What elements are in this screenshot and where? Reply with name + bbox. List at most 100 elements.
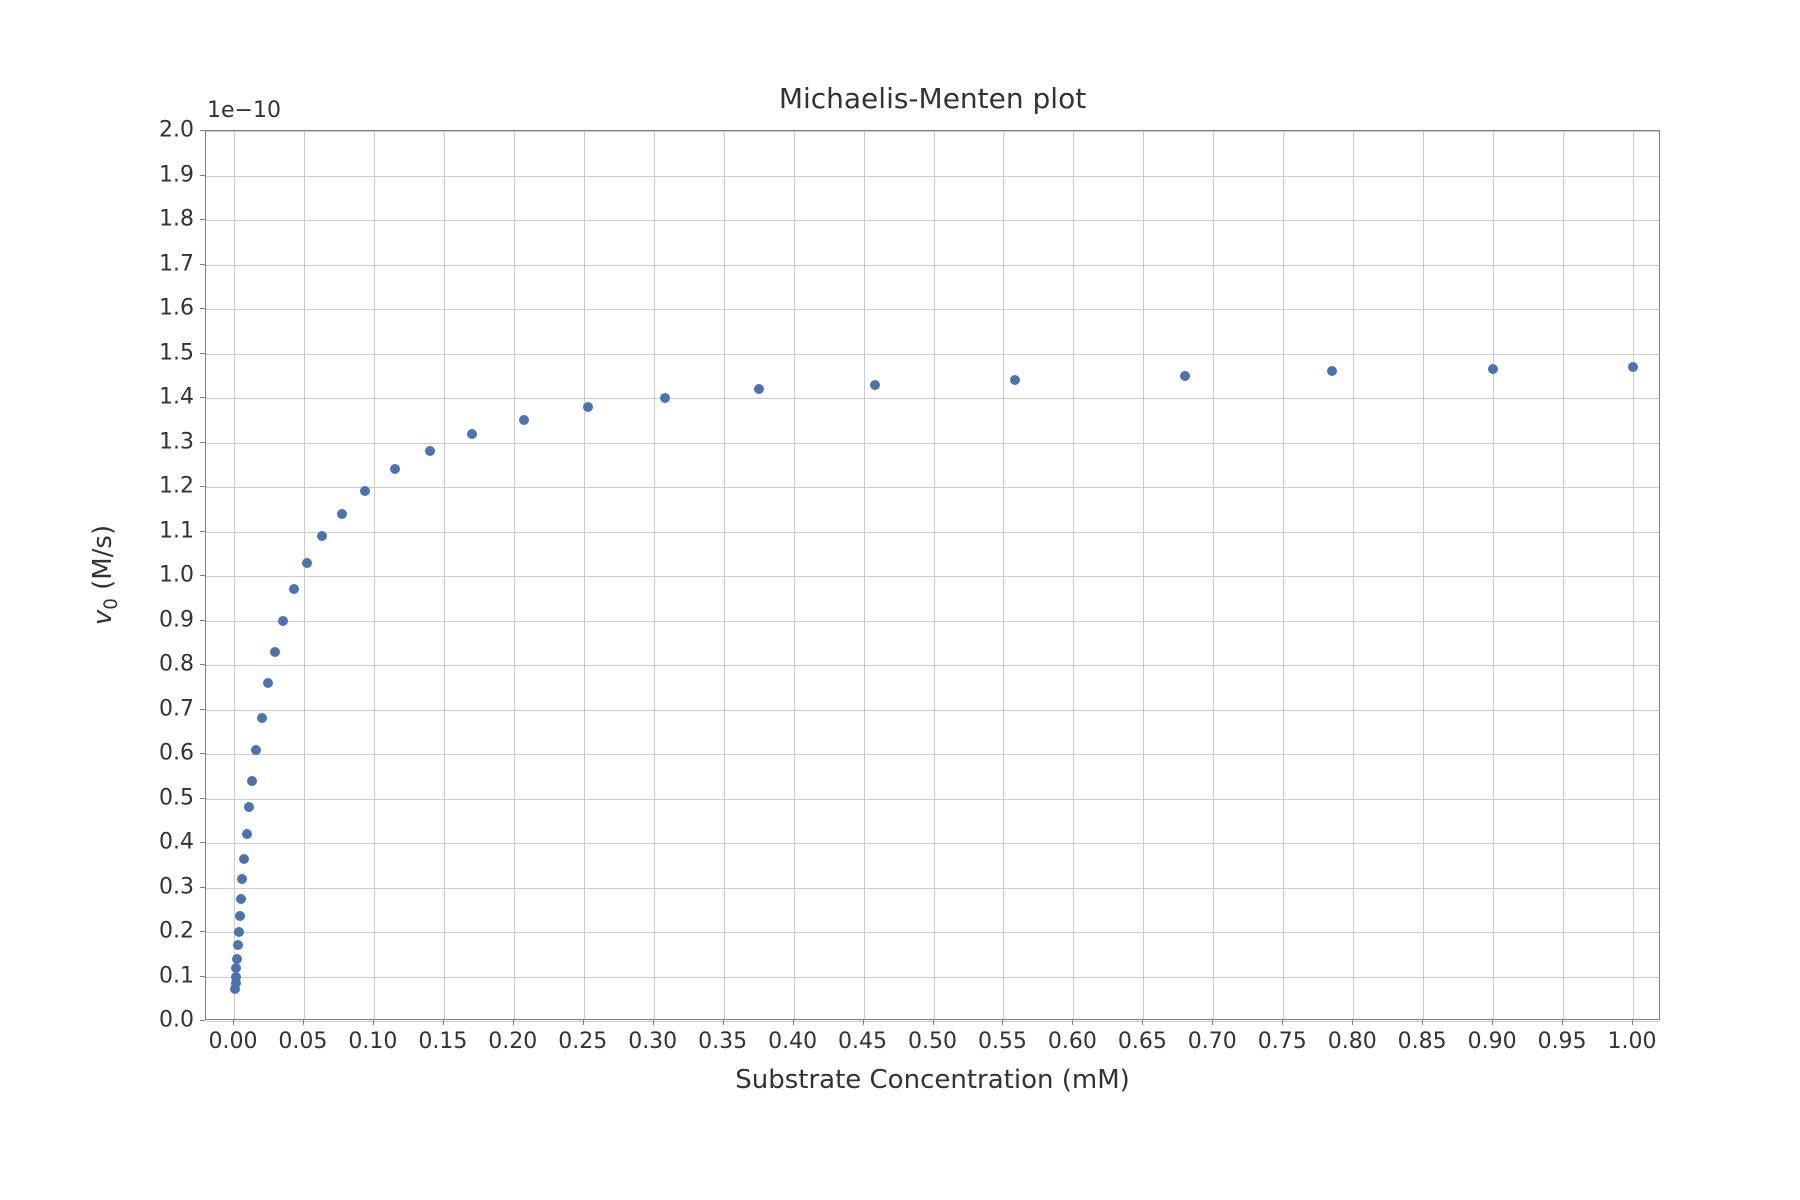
- tick-mark-y: [200, 753, 205, 754]
- tick-mark-x: [653, 1020, 654, 1025]
- data-point: [239, 854, 249, 864]
- grid-line-horizontal: [206, 665, 1659, 666]
- x-axis-title: Substrate Concentration (mM): [735, 1065, 1130, 1095]
- y-scale-exponent: 1e−10: [207, 98, 281, 123]
- tick-mark-y: [200, 664, 205, 665]
- data-point: [237, 874, 247, 884]
- data-point: [1180, 371, 1190, 381]
- grid-line-horizontal: [206, 176, 1659, 177]
- data-point: [235, 911, 245, 921]
- x-tick-label: 0.85: [1398, 1029, 1447, 1054]
- data-point: [244, 802, 254, 812]
- data-point: [270, 647, 280, 657]
- tick-mark-x: [933, 1020, 934, 1025]
- tick-mark-x: [863, 1020, 864, 1025]
- data-point: [251, 745, 261, 755]
- tick-mark-y: [200, 442, 205, 443]
- y-tick-label: 0.6: [159, 741, 194, 766]
- y-tick-label: 1.1: [159, 518, 194, 543]
- y-tick-label: 2.0: [159, 118, 194, 143]
- tick-mark-y: [200, 486, 205, 487]
- data-point: [302, 558, 312, 568]
- x-tick-label: 0.55: [978, 1029, 1027, 1054]
- data-point: [232, 954, 242, 964]
- tick-mark-y: [200, 931, 205, 932]
- y-tick-label: 0.0: [159, 1008, 194, 1033]
- x-tick-label: 0.45: [838, 1029, 887, 1054]
- data-point: [754, 384, 764, 394]
- grid-line-horizontal: [206, 131, 1659, 132]
- tick-mark-y: [200, 620, 205, 621]
- x-tick-label: 0.15: [418, 1029, 467, 1054]
- x-tick-label: 0.05: [278, 1029, 327, 1054]
- y-tick-label: 1.2: [159, 474, 194, 499]
- y-tick-label: 0.1: [159, 963, 194, 988]
- x-tick-label: 0.60: [1048, 1029, 1097, 1054]
- data-point: [257, 713, 267, 723]
- tick-mark-y: [200, 308, 205, 309]
- x-tick-label: 0.65: [1118, 1029, 1167, 1054]
- x-tick-label: 0.90: [1468, 1029, 1517, 1054]
- grid-line-horizontal: [206, 977, 1659, 978]
- tick-mark-y: [200, 397, 205, 398]
- x-tick-label: 0.50: [908, 1029, 957, 1054]
- tick-mark-x: [1632, 1020, 1633, 1025]
- data-point: [231, 972, 241, 982]
- y-tick-label: 0.3: [159, 874, 194, 899]
- data-point: [247, 776, 257, 786]
- tick-mark-y: [200, 887, 205, 888]
- data-point: [234, 927, 244, 937]
- grid-line-horizontal: [206, 532, 1659, 533]
- tick-mark-y: [200, 219, 205, 220]
- y-axis-title-suffix: (M/s): [88, 525, 118, 598]
- tick-mark-y: [200, 130, 205, 131]
- grid-line-horizontal: [206, 932, 1659, 933]
- grid-line-horizontal: [206, 843, 1659, 844]
- y-tick-label: 1.4: [159, 385, 194, 410]
- x-tick-label: 0.95: [1538, 1029, 1587, 1054]
- y-tick-label: 0.8: [159, 652, 194, 677]
- tick-mark-y: [200, 842, 205, 843]
- data-point: [390, 464, 400, 474]
- tick-mark-x: [1422, 1020, 1423, 1025]
- grid-line-horizontal: [206, 888, 1659, 889]
- data-point: [278, 616, 288, 626]
- plot-area: [205, 130, 1660, 1020]
- x-tick-label: 0.30: [628, 1029, 677, 1054]
- data-point: [231, 963, 241, 973]
- x-tick-label: 0.75: [1258, 1029, 1307, 1054]
- x-tick-label: 0.40: [768, 1029, 817, 1054]
- tick-mark-x: [1562, 1020, 1563, 1025]
- grid-line-horizontal: [206, 265, 1659, 266]
- grid-line-horizontal: [206, 487, 1659, 488]
- tick-mark-x: [373, 1020, 374, 1025]
- tick-mark-x: [1002, 1020, 1003, 1025]
- grid-line-horizontal: [206, 621, 1659, 622]
- grid-line-horizontal: [206, 398, 1659, 399]
- tick-mark-x: [723, 1020, 724, 1025]
- data-point: [519, 415, 529, 425]
- y-tick-label: 0.5: [159, 785, 194, 810]
- data-point: [263, 678, 273, 688]
- data-point: [425, 446, 435, 456]
- grid-line-horizontal: [206, 710, 1659, 711]
- data-point: [337, 509, 347, 519]
- grid-line-horizontal: [206, 220, 1659, 221]
- y-tick-label: 1.5: [159, 340, 194, 365]
- y-axis-title-subscript: 0: [101, 598, 122, 610]
- grid-line-horizontal: [206, 576, 1659, 577]
- tick-mark-y: [200, 976, 205, 977]
- y-axis-title: v0 (M/s): [88, 525, 122, 625]
- data-point: [660, 393, 670, 403]
- tick-mark-x: [443, 1020, 444, 1025]
- data-point: [1327, 366, 1337, 376]
- y-tick-label: 0.9: [159, 607, 194, 632]
- grid-line-horizontal: [206, 443, 1659, 444]
- chart-container: 0.000.050.100.150.200.250.300.350.400.45…: [0, 0, 1800, 1200]
- x-tick-label: 0.00: [208, 1029, 257, 1054]
- data-point: [1010, 375, 1020, 385]
- data-point: [467, 429, 477, 439]
- tick-mark-x: [1352, 1020, 1353, 1025]
- grid-line-horizontal: [206, 754, 1659, 755]
- tick-mark-y: [200, 709, 205, 710]
